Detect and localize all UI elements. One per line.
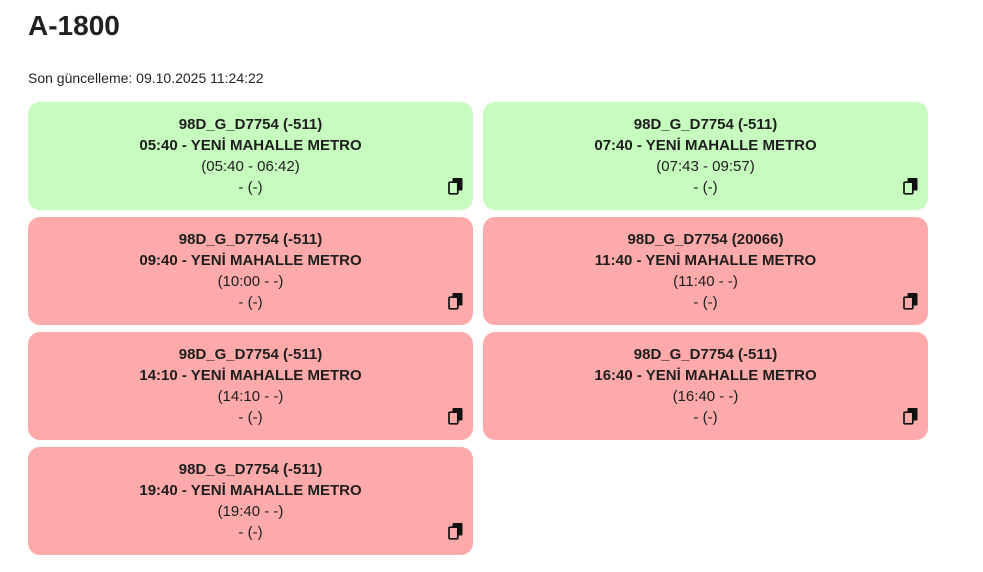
actual-time-range: (19:40 - -) bbox=[217, 503, 284, 520]
trip-card: 98D_G_D7754 (-511) 05:40 - YENİ MAHALLE … bbox=[28, 102, 473, 210]
vehicle-label: 98D_G_D7754 (-511) bbox=[178, 231, 323, 248]
copy-button[interactable] bbox=[447, 177, 464, 196]
trip-card: 98D_G_D7754 (-511) 16:40 - YENİ MAHALLE … bbox=[483, 332, 928, 440]
trip-title: 09:40 - YENİ MAHALLE METRO bbox=[139, 252, 362, 269]
actual-time-range: (14:10 - -) bbox=[217, 388, 284, 405]
trip-extra: - (-) bbox=[693, 409, 718, 426]
vehicle-label: 98D_G_D7754 (-511) bbox=[178, 461, 323, 478]
copy-icon bbox=[903, 293, 918, 310]
page: A-1800 Son güncelleme: 09.10.2025 11:24:… bbox=[28, 10, 928, 555]
trip-extra: - (-) bbox=[238, 294, 263, 311]
vehicle-label: 98D_G_D7754 (-511) bbox=[633, 346, 778, 363]
actual-time-range: (10:00 - -) bbox=[217, 273, 284, 290]
copy-icon bbox=[448, 523, 463, 540]
copy-button[interactable] bbox=[902, 177, 919, 196]
copy-button[interactable] bbox=[902, 292, 919, 311]
actual-time-range: (11:40 - -) bbox=[673, 273, 738, 290]
copy-button[interactable] bbox=[902, 407, 919, 426]
vehicle-label: 98D_G_D7754 (-511) bbox=[178, 116, 323, 133]
trip-extra: - (-) bbox=[238, 179, 263, 196]
trip-extra: - (-) bbox=[693, 294, 718, 311]
copy-icon bbox=[448, 293, 463, 310]
page-title: A-1800 bbox=[28, 10, 120, 41]
trip-card: 98D_G_D7754 (20066) 11:40 - YENİ MAHALLE… bbox=[483, 217, 928, 325]
trip-title: 05:40 - YENİ MAHALLE METRO bbox=[139, 137, 362, 154]
trip-extra: - (-) bbox=[238, 409, 263, 426]
trip-card: 98D_G_D7754 (-511) 14:10 - YENİ MAHALLE … bbox=[28, 332, 473, 440]
copy-button[interactable] bbox=[447, 522, 464, 541]
trip-extra: - (-) bbox=[238, 524, 263, 541]
trip-title: 19:40 - YENİ MAHALLE METRO bbox=[139, 482, 362, 499]
copy-button[interactable] bbox=[447, 407, 464, 426]
trip-title: 16:40 - YENİ MAHALLE METRO bbox=[594, 367, 817, 384]
trip-title: 11:40 - YENİ MAHALLE METRO bbox=[594, 252, 817, 269]
actual-time-range: (05:40 - 06:42) bbox=[201, 158, 300, 175]
trip-card: 98D_G_D7754 (-511) 19:40 - YENİ MAHALLE … bbox=[28, 447, 473, 555]
copy-icon bbox=[448, 178, 463, 195]
vehicle-label: 98D_G_D7754 (20066) bbox=[627, 231, 784, 248]
copy-icon bbox=[448, 408, 463, 425]
trip-card-grid: 98D_G_D7754 (-511) 05:40 - YENİ MAHALLE … bbox=[28, 102, 928, 555]
copy-button[interactable] bbox=[447, 292, 464, 311]
trip-card: 98D_G_D7754 (-511) 09:40 - YENİ MAHALLE … bbox=[28, 217, 473, 325]
trip-extra: - (-) bbox=[693, 179, 718, 196]
actual-time-range: (07:43 - 09:57) bbox=[656, 158, 755, 175]
vehicle-label: 98D_G_D7754 (-511) bbox=[633, 116, 778, 133]
trip-card: 98D_G_D7754 (-511) 07:40 - YENİ MAHALLE … bbox=[483, 102, 928, 210]
trip-title: 14:10 - YENİ MAHALLE METRO bbox=[139, 367, 362, 384]
actual-time-range: (16:40 - -) bbox=[672, 388, 739, 405]
trip-title: 07:40 - YENİ MAHALLE METRO bbox=[594, 137, 817, 154]
last-update-text: Son güncelleme: 09.10.2025 11:24:22 bbox=[28, 70, 264, 86]
copy-icon bbox=[903, 178, 918, 195]
vehicle-label: 98D_G_D7754 (-511) bbox=[178, 346, 323, 363]
copy-icon bbox=[903, 408, 918, 425]
